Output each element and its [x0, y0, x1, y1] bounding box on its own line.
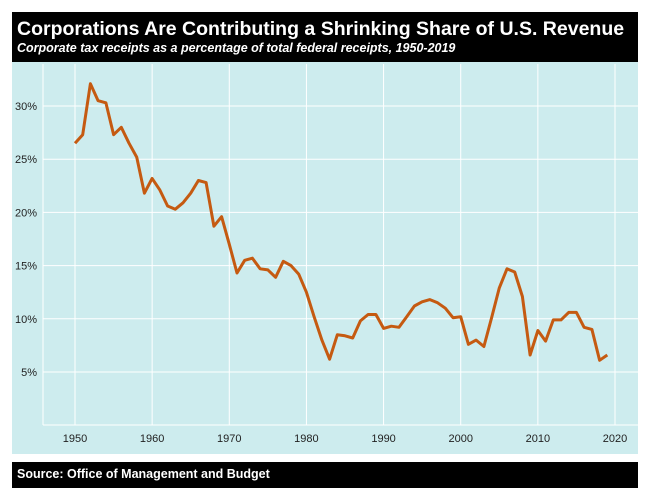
- y-tick-label: 20%: [15, 207, 37, 219]
- y-tick-label: 30%: [15, 101, 37, 113]
- x-tick-label: 2020: [603, 433, 627, 445]
- gridlines: [42, 64, 638, 426]
- x-axis-tick-labels: 1950 1960 1970 1980 1990 2000 2010 2020: [63, 433, 627, 445]
- title-banner: Corporations Are Contributing a Shrinkin…: [12, 12, 638, 62]
- y-tick-label: 10%: [15, 314, 37, 326]
- chart-subtitle: Corporate tax receipts as a percentage o…: [17, 41, 456, 55]
- x-tick-label: 1970: [217, 433, 241, 445]
- y-axis-tick-labels: 5% 10% 15% 20% 25% 30%: [15, 101, 37, 379]
- x-tick-label: 1990: [371, 433, 395, 445]
- x-tick-label: 1980: [294, 433, 318, 445]
- chart-title: Corporations Are Contributing a Shrinkin…: [17, 18, 625, 40]
- x-tick-label: 1950: [63, 433, 87, 445]
- y-tick-label: 5%: [21, 367, 37, 379]
- x-tick-label: 2010: [526, 433, 550, 445]
- source-banner: Source: Office of Management and Budget: [12, 462, 638, 488]
- x-tick-label: 2000: [448, 433, 472, 445]
- series-line: [73, 82, 609, 362]
- plot-panel: [12, 62, 638, 454]
- x-tick-label: 1960: [140, 433, 164, 445]
- source-note: Source: Office of Management and Budget: [17, 467, 270, 481]
- series-group: [73, 82, 609, 362]
- y-tick-label: 15%: [15, 261, 37, 273]
- y-tick-label: 25%: [15, 154, 37, 166]
